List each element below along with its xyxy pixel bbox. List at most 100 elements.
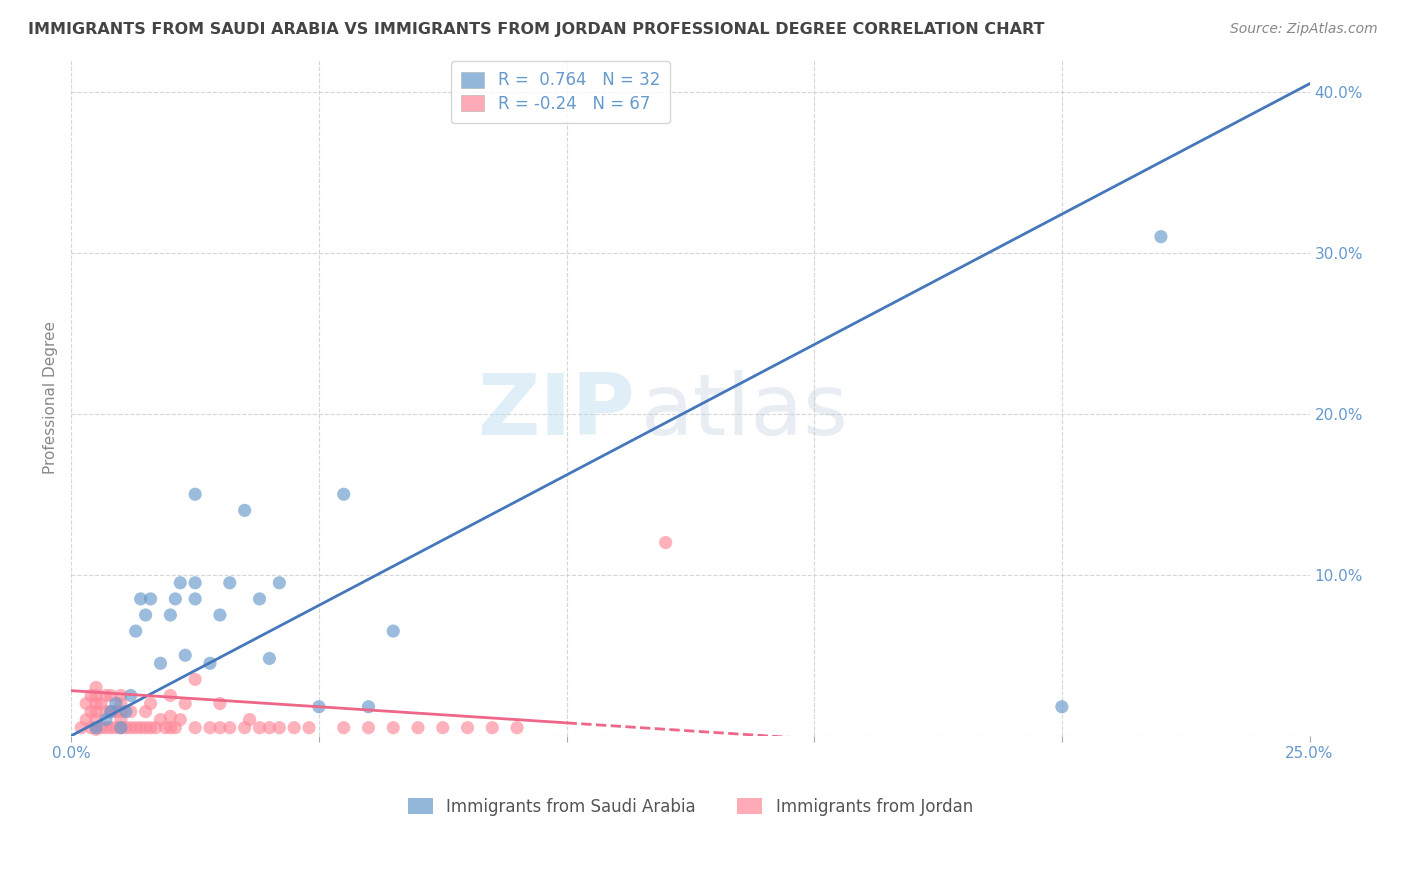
Point	[110, 721, 132, 735]
Point	[104, 721, 127, 735]
Legend: Immigrants from Saudi Arabia, Immigrants from Jordan: Immigrants from Saudi Arabia, Immigrants…	[401, 791, 980, 822]
Text: ZIP: ZIP	[477, 369, 634, 452]
Point	[94, 705, 117, 719]
Point	[94, 689, 117, 703]
Point	[249, 721, 271, 735]
Y-axis label: Professional Degree: Professional Degree	[44, 321, 58, 475]
Point	[308, 699, 330, 714]
Point	[100, 689, 122, 703]
Text: Source: ZipAtlas.com: Source: ZipAtlas.com	[1230, 22, 1378, 37]
Point	[332, 487, 354, 501]
Point	[120, 689, 142, 703]
Point	[110, 697, 132, 711]
Point	[208, 721, 231, 735]
Point	[357, 721, 380, 735]
Point	[332, 721, 354, 735]
Point	[135, 721, 157, 735]
Point	[457, 721, 479, 735]
Point	[80, 721, 103, 735]
Point	[159, 709, 181, 723]
Point	[100, 705, 122, 719]
Point	[84, 723, 107, 737]
Point	[110, 705, 132, 719]
Point	[239, 713, 262, 727]
Point	[110, 721, 132, 735]
Point	[198, 721, 221, 735]
Point	[70, 721, 93, 735]
Point	[1150, 229, 1173, 244]
Point	[165, 591, 187, 606]
Point	[135, 705, 157, 719]
Point	[75, 697, 97, 711]
Point	[139, 591, 162, 606]
Point	[135, 607, 157, 622]
Point	[75, 713, 97, 727]
Point	[1050, 699, 1073, 714]
Point	[259, 651, 281, 665]
Point	[654, 535, 676, 549]
Point	[129, 591, 152, 606]
Point	[100, 721, 122, 735]
Point	[120, 721, 142, 735]
Point	[233, 503, 256, 517]
Point	[84, 681, 107, 695]
Point	[125, 721, 148, 735]
Point	[114, 721, 136, 735]
Point	[110, 713, 132, 727]
Point	[149, 657, 172, 671]
Point	[184, 721, 207, 735]
Point	[283, 721, 305, 735]
Point	[84, 721, 107, 735]
Point	[139, 697, 162, 711]
Point	[357, 699, 380, 714]
Point	[159, 721, 181, 735]
Point	[506, 721, 529, 735]
Point	[269, 721, 291, 735]
Point	[169, 713, 191, 727]
Point	[125, 624, 148, 639]
Point	[184, 487, 207, 501]
Point	[169, 575, 191, 590]
Point	[165, 721, 187, 735]
Point	[298, 721, 321, 735]
Point	[94, 713, 117, 727]
Point	[80, 689, 103, 703]
Point	[149, 713, 172, 727]
Point	[84, 705, 107, 719]
Text: IMMIGRANTS FROM SAUDI ARABIA VS IMMIGRANTS FROM JORDAN PROFESSIONAL DEGREE CORRE: IMMIGRANTS FROM SAUDI ARABIA VS IMMIGRAN…	[28, 22, 1045, 37]
Point	[139, 721, 162, 735]
Point	[104, 697, 127, 711]
Point	[100, 705, 122, 719]
Point	[208, 607, 231, 622]
Point	[84, 713, 107, 727]
Point	[145, 721, 167, 735]
Point	[80, 705, 103, 719]
Point	[481, 721, 503, 735]
Point	[249, 591, 271, 606]
Point	[90, 721, 112, 735]
Point	[432, 721, 454, 735]
Point	[269, 575, 291, 590]
Point	[233, 721, 256, 735]
Point	[184, 591, 207, 606]
Point	[218, 721, 240, 735]
Text: atlas: atlas	[641, 369, 849, 452]
Point	[159, 607, 181, 622]
Point	[120, 705, 142, 719]
Point	[159, 689, 181, 703]
Point	[129, 721, 152, 735]
Point	[104, 705, 127, 719]
Point	[84, 689, 107, 703]
Point	[174, 648, 197, 663]
Point	[382, 721, 405, 735]
Point	[198, 657, 221, 671]
Point	[114, 705, 136, 719]
Point	[184, 575, 207, 590]
Point	[406, 721, 429, 735]
Point	[174, 697, 197, 711]
Point	[84, 697, 107, 711]
Point	[208, 697, 231, 711]
Point	[259, 721, 281, 735]
Point	[110, 689, 132, 703]
Point	[94, 721, 117, 735]
